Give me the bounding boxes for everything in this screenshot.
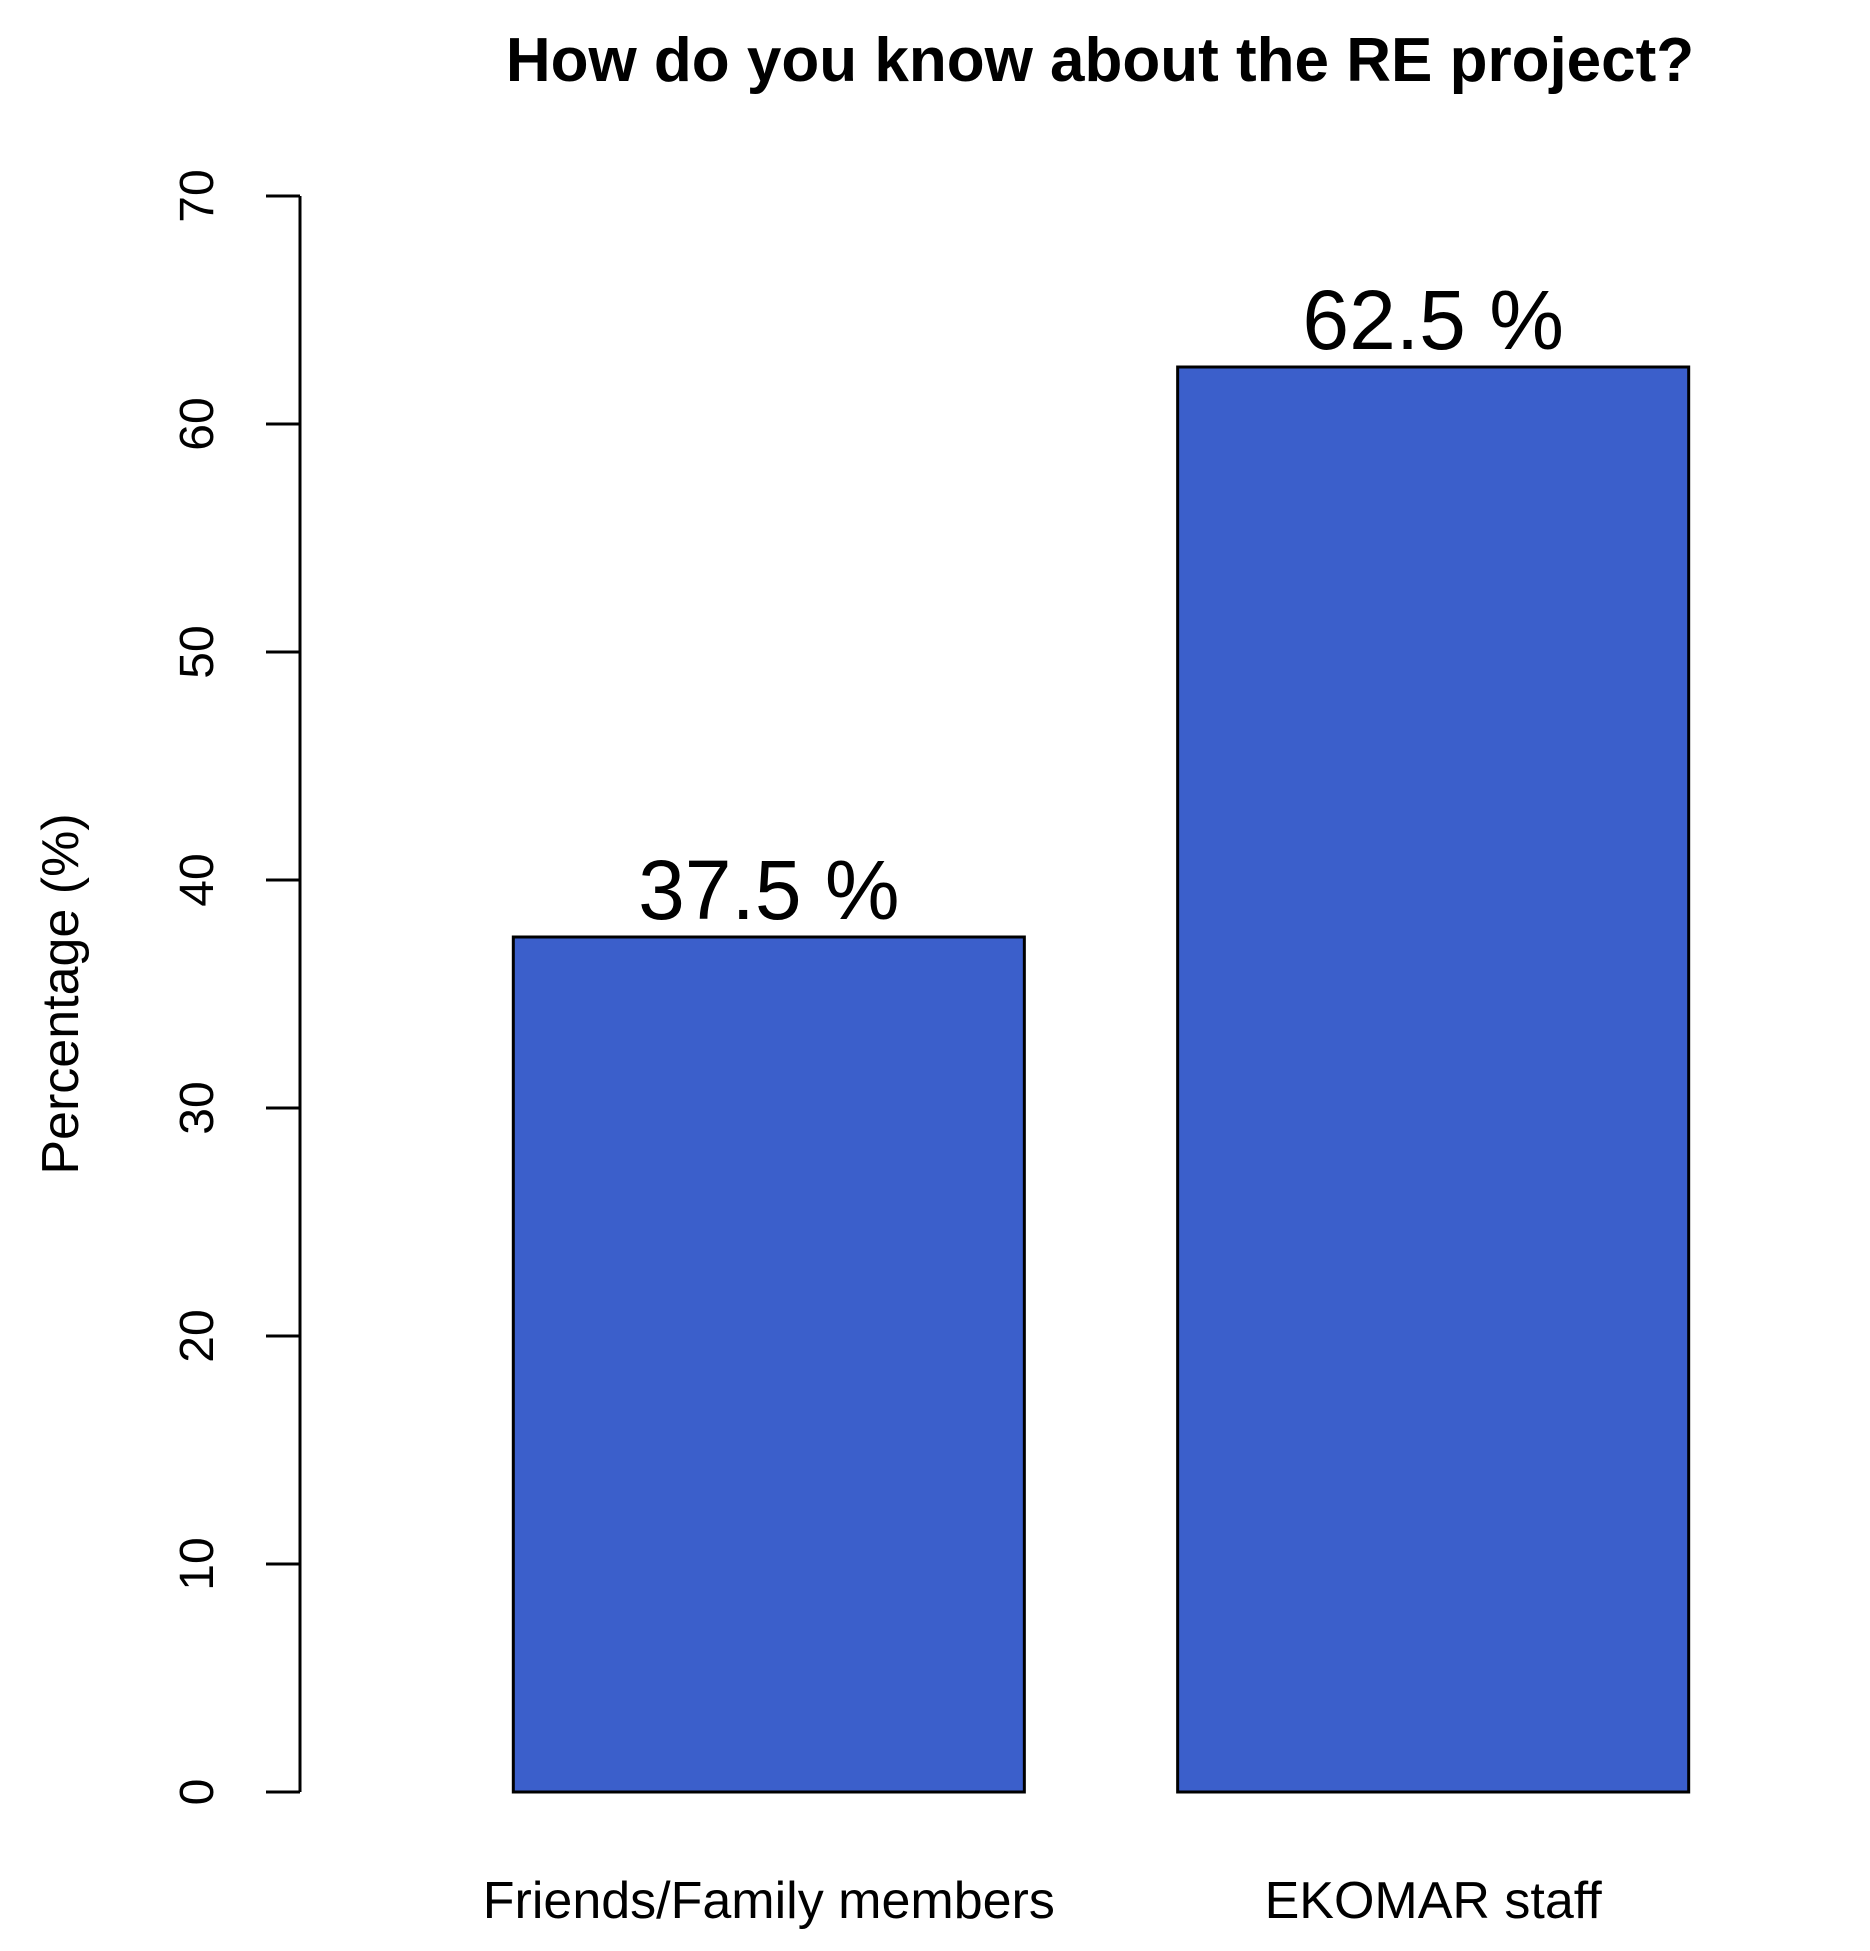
y-axis: 0 10 20 30 40 50 60 70 (171, 169, 302, 1806)
bar (1176, 365, 1691, 1794)
y-tick-label: 60 (171, 397, 224, 450)
y-tick-label: 30 (171, 1081, 224, 1134)
y-tick-label: 40 (171, 853, 224, 906)
y-tick-label: 20 (171, 1309, 224, 1362)
y-tick-label: 70 (171, 169, 224, 222)
data-label: 62.5 % (1302, 273, 1564, 367)
y-axis-title: Percentage (%) (32, 813, 90, 1174)
y-tick-label: 0 (171, 1779, 224, 1806)
y-tick-label: 10 (171, 1537, 224, 1590)
bars-group: 37.5 % 62.5 % (511, 273, 1691, 1794)
x-axis-labels: Friends/Family members EKOMAR staff (483, 1872, 1603, 1930)
chart-title: How do you know about the RE project? (506, 26, 1694, 95)
x-tick-label: EKOMAR staff (1265, 1872, 1603, 1930)
bar (511, 935, 1026, 1794)
x-tick-label: Friends/Family members (483, 1872, 1055, 1930)
y-tick-label: 50 (171, 625, 224, 678)
data-label: 37.5 % (638, 843, 900, 937)
